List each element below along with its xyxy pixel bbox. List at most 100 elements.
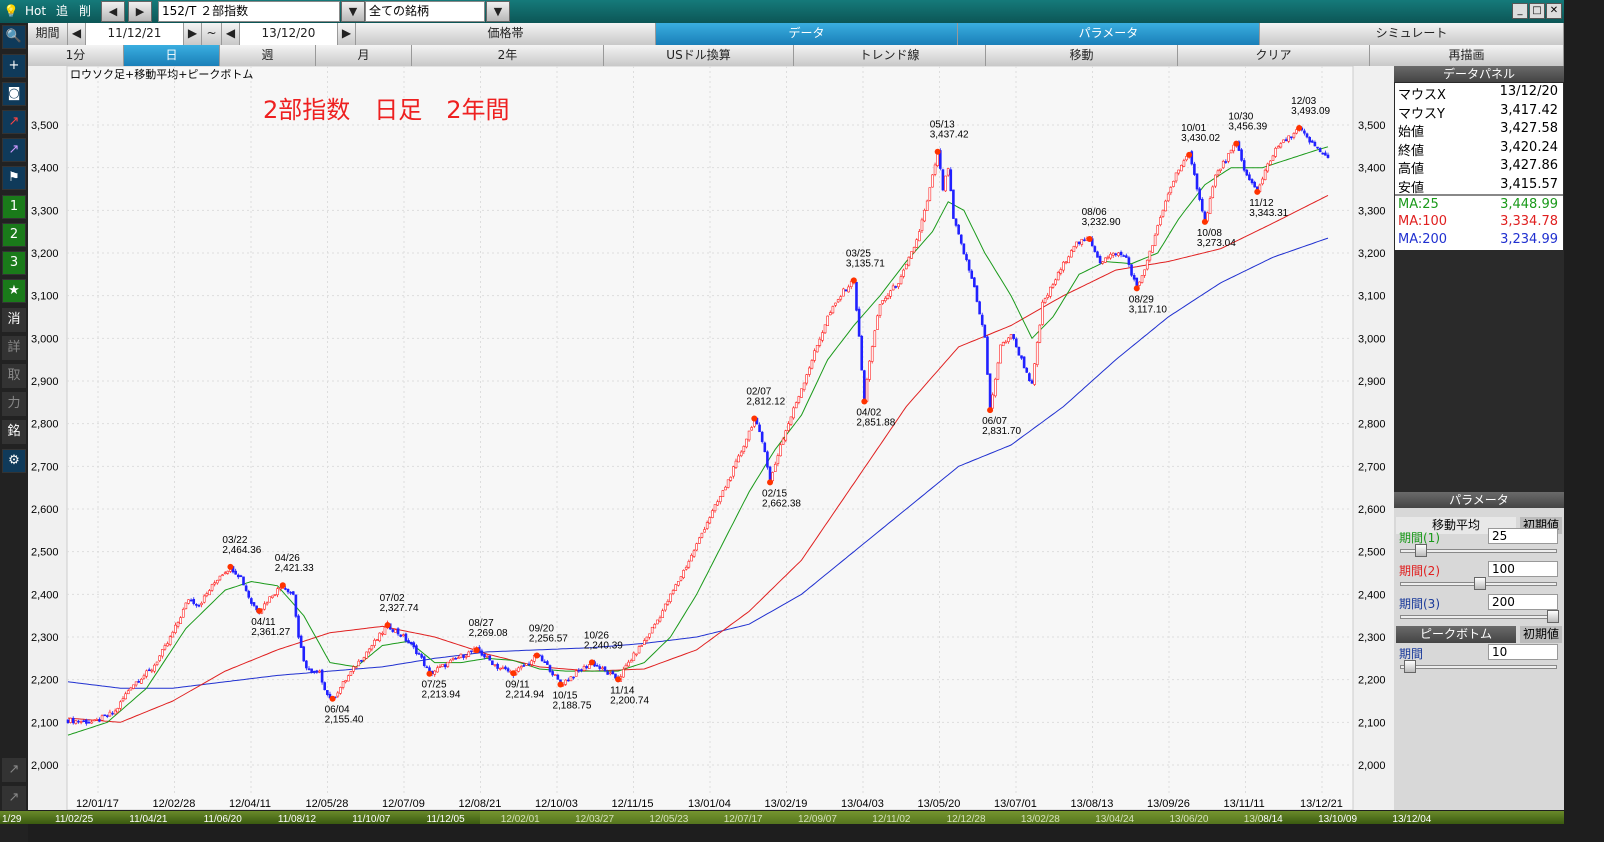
- clear-chart-button[interactable]: クリア: [1178, 45, 1370, 66]
- minimize-button[interactable]: _: [1512, 3, 1528, 19]
- bulb-icon[interactable]: 💡: [3, 4, 19, 18]
- power-button[interactable]: 力: [2, 392, 26, 416]
- date-prev2-button[interactable]: ◀: [222, 23, 240, 45]
- clear-button[interactable]: 消: [2, 308, 26, 332]
- period2-slider[interactable]: [1400, 577, 1557, 590]
- interval-week[interactable]: 週: [220, 45, 316, 66]
- tab-price-range[interactable]: 価格帯: [356, 23, 656, 45]
- market-select[interactable]: 全ての銘柄: [365, 1, 485, 22]
- price-chart[interactable]: 3,500 3,500 3,400 3,400 3,300 3,300 3,200 3,200…: [28, 66, 1394, 810]
- trade-button[interactable]: 取: [2, 364, 26, 388]
- pb-period-slider[interactable]: [1400, 660, 1557, 673]
- chart-small-icon-1[interactable]: ↗: [2, 758, 26, 782]
- candle-body: [213, 582, 216, 585]
- flag-icon[interactable]: ⚑: [2, 166, 26, 190]
- date-next-button[interactable]: ▶: [184, 23, 202, 45]
- period1-slider[interactable]: [1400, 544, 1557, 557]
- candle-body: [1324, 152, 1327, 156]
- redraw-button[interactable]: 再描画: [1370, 45, 1564, 66]
- candle-body: [831, 306, 835, 314]
- prev-symbol-button[interactable]: ◀: [101, 1, 125, 22]
- tab-moving-average[interactable]: 移動平均: [1396, 517, 1516, 534]
- candle-body: [357, 660, 361, 667]
- symbol-input[interactable]: 152/T ２部指数: [158, 1, 340, 22]
- stock-button[interactable]: 銘: [2, 420, 26, 444]
- pb-period-input[interactable]: 10: [1488, 644, 1558, 660]
- delete-button[interactable]: 削: [79, 4, 92, 18]
- chart-purple-icon[interactable]: ↗: [2, 138, 26, 162]
- candle-body: [1248, 174, 1251, 181]
- interval-1min[interactable]: 1分: [28, 45, 124, 66]
- layout-2-button[interactable]: 2: [2, 223, 26, 247]
- maximize-button[interactable]: □: [1529, 3, 1545, 19]
- candle-body: [1080, 238, 1084, 245]
- candle-body: [415, 645, 418, 654]
- candle-body: [750, 427, 754, 431]
- peak-date-label: 04/26: [275, 553, 300, 564]
- candle-body: [1316, 146, 1319, 149]
- candle-body: [700, 532, 704, 538]
- period3-slider[interactable]: [1400, 610, 1559, 623]
- date-next2-button[interactable]: ▶: [338, 23, 356, 45]
- candle-body: [383, 626, 387, 635]
- peak-date-label: 11/14: [610, 685, 635, 696]
- period2-input[interactable]: 100: [1488, 561, 1558, 577]
- candle-body: [271, 595, 274, 598]
- detail-button[interactable]: 詳: [2, 336, 26, 360]
- search-icon[interactable]: 🔍: [2, 25, 26, 49]
- history-date-label: 11/02/25: [55, 814, 94, 824]
- layout-3-button[interactable]: 3: [2, 251, 26, 275]
- candle-body: [525, 663, 528, 666]
- gear-icon[interactable]: ⚙: [2, 449, 26, 473]
- star-icon[interactable]: ★: [2, 279, 26, 303]
- plus-icon[interactable]: +: [2, 54, 26, 78]
- interval-month[interactable]: 月: [316, 45, 412, 66]
- candle-body: [111, 712, 114, 715]
- candle-body: [519, 666, 523, 669]
- chart-red-icon[interactable]: ↗: [2, 110, 26, 134]
- trendline-button[interactable]: トレンド線: [794, 45, 986, 66]
- date-from-input[interactable]: 11/12/21: [86, 23, 184, 45]
- candle-body: [894, 286, 898, 288]
- range-2year[interactable]: 2年: [412, 45, 604, 66]
- move-button[interactable]: 移動: [986, 45, 1178, 66]
- reset-pb-button[interactable]: 初期値: [1520, 626, 1562, 643]
- chart-small-icon-2[interactable]: ↗: [2, 786, 26, 810]
- candle-body: [457, 657, 460, 660]
- candle-body: [247, 590, 251, 598]
- chart-area[interactable]: 3,500 3,500 3,400 3,400 3,300 3,300 3,200 3,200…: [28, 66, 1394, 810]
- add-button[interactable]: 追: [56, 4, 69, 18]
- candle-body: [378, 632, 382, 642]
- hot-button[interactable]: Hot: [25, 4, 47, 18]
- camera-icon[interactable]: ◙: [2, 82, 26, 106]
- market-dropdown-button[interactable]: ▼: [486, 1, 510, 22]
- close-button[interactable]: ✕: [1546, 3, 1562, 19]
- period1-input[interactable]: 25: [1488, 528, 1558, 544]
- tab-data[interactable]: データ: [656, 23, 958, 45]
- date-prev-button[interactable]: ◀: [68, 23, 86, 45]
- candle-body: [1117, 252, 1120, 256]
- tab-simulate[interactable]: シミュレート: [1260, 23, 1564, 45]
- interval-day[interactable]: 日: [124, 45, 220, 66]
- candle-body: [451, 657, 455, 660]
- next-symbol-button[interactable]: ▶: [128, 1, 152, 22]
- candle-body: [658, 617, 662, 622]
- candle-body: [441, 664, 444, 667]
- history-date-bar[interactable]: 1/29 11/02/25 11/04/21 11/06/20 11/08/12 11/1…: [0, 811, 1564, 825]
- peak-marker: [1233, 140, 1240, 147]
- candle-body: [946, 168, 950, 176]
- date-to-input[interactable]: 13/12/20: [240, 23, 338, 45]
- history-date-label: 11/12/05: [427, 814, 466, 824]
- tab-parameter[interactable]: パラメータ: [958, 23, 1260, 45]
- candle-body: [1020, 355, 1023, 359]
- period3-input[interactable]: 200: [1488, 594, 1558, 610]
- peak-bottom-tab[interactable]: ピークボトム: [1396, 626, 1516, 643]
- candle-body: [278, 587, 282, 590]
- layout-1-button[interactable]: 1: [2, 195, 26, 219]
- usd-convert-button[interactable]: USドル換算: [604, 45, 794, 66]
- symbol-dropdown-button[interactable]: ▼: [341, 1, 365, 22]
- candle-body: [113, 710, 117, 715]
- x-tick-label: 13/11/11: [1224, 798, 1265, 810]
- candle-body: [1083, 239, 1086, 242]
- candle-body: [1067, 256, 1070, 264]
